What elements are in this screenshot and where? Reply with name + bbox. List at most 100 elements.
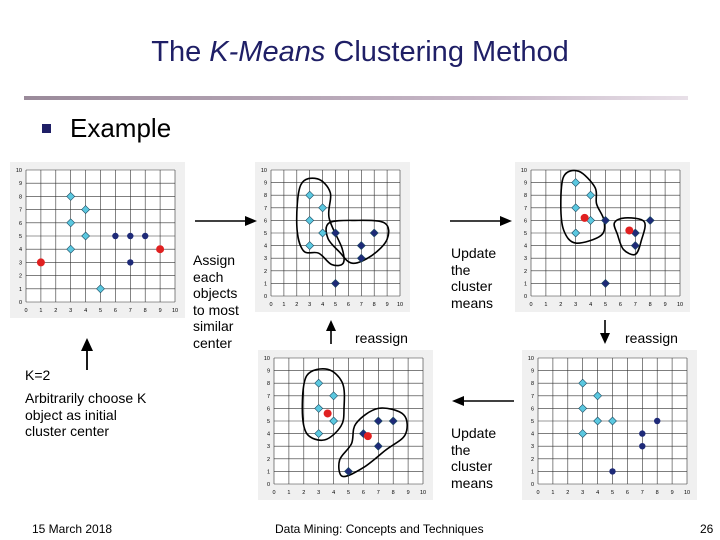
slide-title: The K-Means Clustering Method	[0, 36, 720, 69]
arrow-reassign-up	[324, 320, 338, 344]
point-cluster-a	[66, 244, 76, 254]
caption-k: K=2	[25, 367, 51, 383]
point-cluster-a	[305, 215, 315, 225]
x-tick-label: 8	[144, 308, 147, 314]
x-tick-label: 4	[596, 490, 599, 496]
y-tick-label: 7	[19, 208, 22, 214]
y-tick-label: 6	[524, 218, 527, 224]
x-tick-label: 5	[604, 302, 607, 308]
y-tick-label: 5	[19, 234, 22, 240]
x-tick-label: 6	[347, 302, 350, 308]
y-tick-label: 1	[267, 469, 270, 475]
y-tick-label: 6	[267, 406, 270, 412]
caption-line: cluster center	[25, 423, 110, 439]
x-tick-label: 9	[664, 302, 667, 308]
x-tick-label: 5	[347, 490, 350, 496]
point-cluster-b	[127, 232, 134, 240]
point-cluster-a	[571, 203, 581, 213]
x-tick-label: 0	[24, 308, 27, 314]
y-tick-label: 8	[524, 193, 527, 199]
y-tick-label: 6	[531, 406, 534, 412]
y-tick-label: 3	[531, 444, 534, 450]
x-tick-label: 2	[559, 302, 562, 308]
point-cluster-b	[639, 443, 646, 450]
point-cluster-a	[314, 429, 324, 439]
y-tick-label: 0	[19, 300, 22, 306]
point-cluster-a	[593, 416, 603, 426]
cluster-boundary	[295, 177, 346, 267]
cluster-center	[156, 245, 165, 254]
y-tick-label: 9	[264, 181, 267, 187]
arrow-assign	[195, 214, 257, 228]
point-cluster-a	[578, 403, 588, 413]
point-cluster-b	[142, 232, 149, 240]
point-cluster-b	[373, 416, 383, 426]
point-cluster-a	[318, 203, 328, 213]
plot-initial: 0 0 1 1 2 2 3 3 4 4 5 5 6 6 7 7 8 8 9 9 10 10	[10, 162, 185, 318]
y-tick-label: 0	[264, 294, 267, 300]
point-cluster-a	[96, 284, 105, 294]
x-tick-label: 6	[114, 308, 117, 314]
x-tick-label: 7	[634, 302, 637, 308]
x-tick-label: 3	[69, 308, 72, 314]
caption-line: object as initial	[25, 406, 117, 423]
caption-line: the	[451, 261, 471, 278]
y-tick-label: 5	[264, 231, 267, 237]
point-cluster-a	[329, 416, 339, 426]
x-tick-label: 7	[641, 490, 644, 496]
caption-update-top: Update the cluster means	[451, 245, 496, 311]
scatter-plot: 00 1 1 2 2 3 3 4 4 5 5 6 6 7 7 8 8 9 9 10 10	[10, 162, 185, 318]
plot-reassigned: 0 0 1 1 2 2 3 3 4 4 5 5 6 6 7 7 8 8 9 9 10 10	[258, 350, 433, 500]
y-tick-label: 8	[267, 381, 270, 387]
x-tick-label: 0	[529, 302, 532, 308]
cluster-boundary	[325, 219, 390, 265]
y-tick-label: 3	[264, 256, 267, 262]
plot-result: 0 0 1 1 2 2 3 3 4 4 5 5 6 6 7 7 8 8 9 9 10 10	[522, 350, 697, 500]
point-cluster-b	[344, 466, 353, 476]
point-cluster-b	[112, 232, 119, 240]
y-tick-label: 0	[267, 482, 270, 488]
x-tick-label: 4	[84, 308, 87, 314]
y-tick-label: 8	[264, 193, 267, 199]
scatter-plot: 00 1 1 2 2 3 3 4 4 5 5 6 6 7 7 8 8 9 9 10 10	[515, 162, 690, 312]
point-cluster-b	[654, 417, 661, 425]
x-tick-label: 9	[671, 490, 674, 496]
caption-update-bottom: Update the cluster means	[451, 425, 496, 491]
point-cluster-b	[609, 468, 616, 475]
cluster-boundary	[559, 169, 606, 244]
y-tick-label: 4	[531, 432, 534, 438]
caption-line: Update	[451, 245, 497, 261]
y-tick-label: 4	[19, 247, 22, 253]
point-cluster-a	[318, 228, 328, 238]
y-tick-label: 5	[267, 419, 270, 425]
point-cluster-a	[571, 178, 581, 188]
caption-line: similar	[193, 318, 234, 334]
y-tick-label: 4	[524, 244, 527, 250]
y-tick-label: 1	[19, 287, 22, 293]
x-tick-label: 2	[295, 302, 298, 308]
x-tick-label: 9	[386, 302, 389, 308]
y-tick-label: 7	[524, 206, 527, 212]
y-tick-label: 2	[531, 457, 534, 463]
x-tick-label: 8	[392, 490, 395, 496]
caption-choose: Arbitrarily choose K object as initial c…	[25, 390, 146, 440]
y-tick-label: 8	[531, 381, 534, 387]
x-tick-label: 5	[334, 302, 337, 308]
y-tick-label: 7	[531, 394, 534, 400]
caption-reassign-top: reassign	[355, 330, 408, 346]
arrow-k-up	[79, 338, 95, 370]
point-cluster-b	[601, 215, 610, 225]
point-cluster-b	[645, 215, 655, 225]
caption-line: cluster	[451, 458, 493, 474]
point-cluster-a	[305, 241, 315, 251]
point-cluster-b	[331, 228, 340, 238]
cluster-center	[36, 258, 45, 267]
x-tick-label: 10	[397, 302, 403, 308]
y-tick-label: 3	[19, 260, 22, 266]
title-suffix: Clustering Method	[325, 36, 569, 68]
x-tick-label: 2	[566, 490, 569, 496]
x-tick-label: 7	[377, 490, 380, 496]
footer-page: 26	[700, 522, 714, 536]
y-tick-label: 3	[267, 444, 270, 450]
point-cluster-a	[586, 190, 596, 200]
